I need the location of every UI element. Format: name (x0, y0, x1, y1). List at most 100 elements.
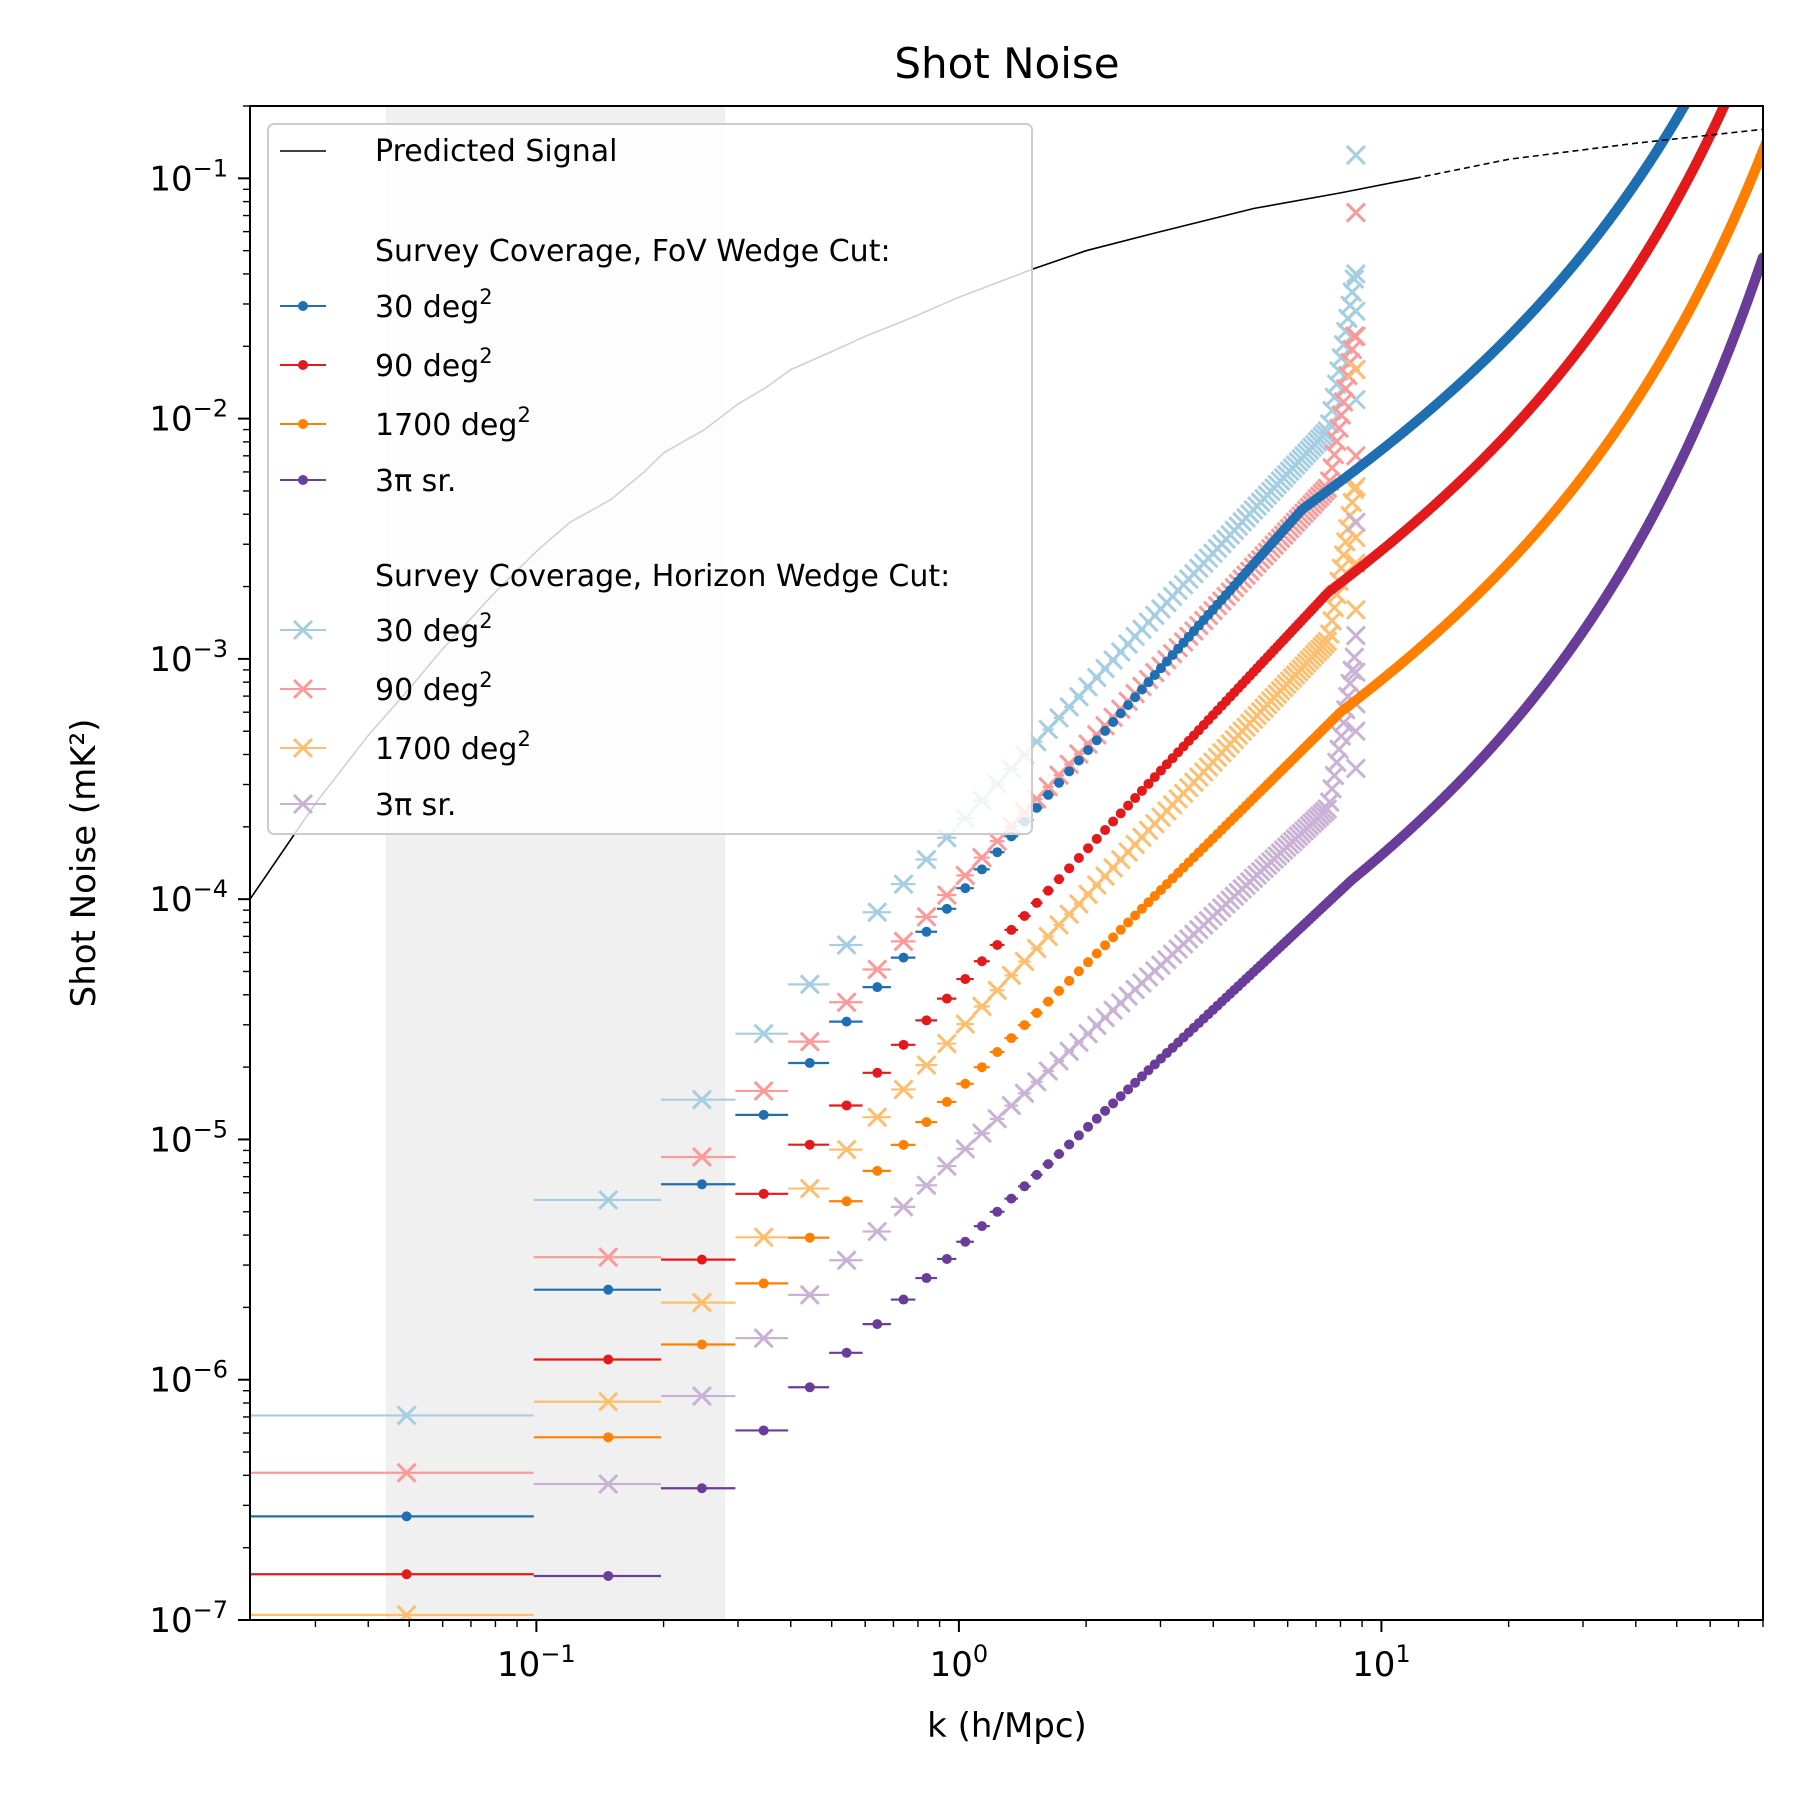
data-point (1773, 106, 1783, 116)
data-point (1115, 924, 1126, 935)
data-point (867, 959, 888, 980)
data-point (893, 931, 914, 952)
data-point (921, 1117, 932, 1128)
data-point (401, 1569, 412, 1580)
data-point (1775, 101, 1785, 111)
data-point (804, 1382, 815, 1393)
data-point (898, 1294, 909, 1305)
data-point (1765, 128, 1775, 138)
legend-entry-label: 30 deg2 (375, 285, 493, 325)
data-point (1689, 83, 1699, 93)
data-point (1727, 85, 1737, 95)
data-point (1143, 778, 1154, 789)
data-point (1031, 897, 1042, 908)
y-tick-label: 10−4 (149, 875, 228, 920)
data-point (1772, 111, 1782, 121)
data-point (867, 902, 888, 923)
data-point (1727, 83, 1737, 93)
data-point (401, 1511, 412, 1522)
data-point (1345, 263, 1366, 285)
data-point (1768, 121, 1778, 131)
legend-entry-label: 1700 deg2 (375, 403, 531, 443)
data-point (916, 849, 937, 870)
data-point (1689, 84, 1699, 94)
data-point (1688, 86, 1698, 96)
data-point (1115, 808, 1126, 819)
data-point (396, 1405, 417, 1426)
data-point (960, 1236, 971, 1247)
data-point (841, 1196, 852, 1207)
data-point (1775, 102, 1785, 112)
data-point (1345, 625, 1366, 646)
data-point (1763, 133, 1773, 143)
legend-signal-label: Predicted Signal (375, 134, 618, 169)
data-point (1727, 83, 1737, 93)
data-point (1155, 765, 1166, 776)
data-point (1723, 92, 1733, 102)
data-point (1064, 1139, 1075, 1150)
data-point (1149, 772, 1160, 783)
data-point (1766, 125, 1776, 135)
data-point (1073, 755, 1084, 766)
data-point (758, 1425, 769, 1436)
data-point (1767, 122, 1777, 132)
data-point (971, 847, 993, 868)
data-point (1775, 102, 1785, 112)
data-point (292, 619, 314, 641)
data-point (1685, 90, 1695, 100)
data-point (836, 992, 857, 1013)
data-point (1345, 758, 1366, 779)
data-point (1143, 897, 1154, 908)
data-point (1684, 93, 1694, 103)
data-point (1686, 89, 1696, 99)
data-point (1757, 252, 1763, 263)
data-point (1777, 97, 1787, 107)
data-point (298, 360, 308, 370)
data-point (1091, 948, 1102, 959)
data-point (976, 864, 987, 875)
data-point (916, 1055, 937, 1076)
data-point (1054, 985, 1065, 996)
data-point (1123, 917, 1134, 928)
data-point (1006, 1193, 1017, 1204)
data-point (396, 1604, 417, 1620)
data-point (1100, 825, 1111, 836)
data-point (1767, 122, 1777, 132)
data-point (1766, 124, 1776, 134)
data-point (1770, 114, 1780, 124)
data-point (898, 1039, 909, 1050)
data-point (1108, 716, 1119, 727)
data-point (1771, 112, 1781, 122)
data-point (603, 1354, 614, 1365)
data-point (872, 982, 883, 993)
data-point (1767, 123, 1777, 133)
data-point (955, 1138, 976, 1159)
data-point (1688, 85, 1698, 95)
data-point (921, 1273, 932, 1284)
data-point (992, 1206, 1003, 1217)
plot-frame (249, 105, 1764, 1621)
x-tick-label: 10−1 (497, 1640, 576, 1685)
data-point (1684, 92, 1694, 102)
data-point (1130, 910, 1141, 921)
data-point (1083, 745, 1094, 756)
data-point (898, 952, 909, 963)
data-point (696, 1483, 707, 1494)
data-point (941, 903, 952, 914)
data-point (799, 1178, 820, 1199)
data-point (867, 1107, 888, 1128)
data-point (1777, 96, 1787, 106)
data-point (804, 1232, 815, 1243)
data-point (1064, 863, 1075, 874)
data-point (1765, 129, 1775, 139)
data-point (753, 1328, 774, 1349)
data-point (955, 1014, 976, 1035)
data-point (916, 1175, 937, 1196)
data-point (1136, 785, 1147, 796)
data-point (960, 883, 971, 894)
data-point (1770, 115, 1780, 125)
data-point (804, 1139, 815, 1150)
data-point (402, 1632, 412, 1642)
data-point (1774, 105, 1784, 115)
data-point (1726, 86, 1736, 96)
